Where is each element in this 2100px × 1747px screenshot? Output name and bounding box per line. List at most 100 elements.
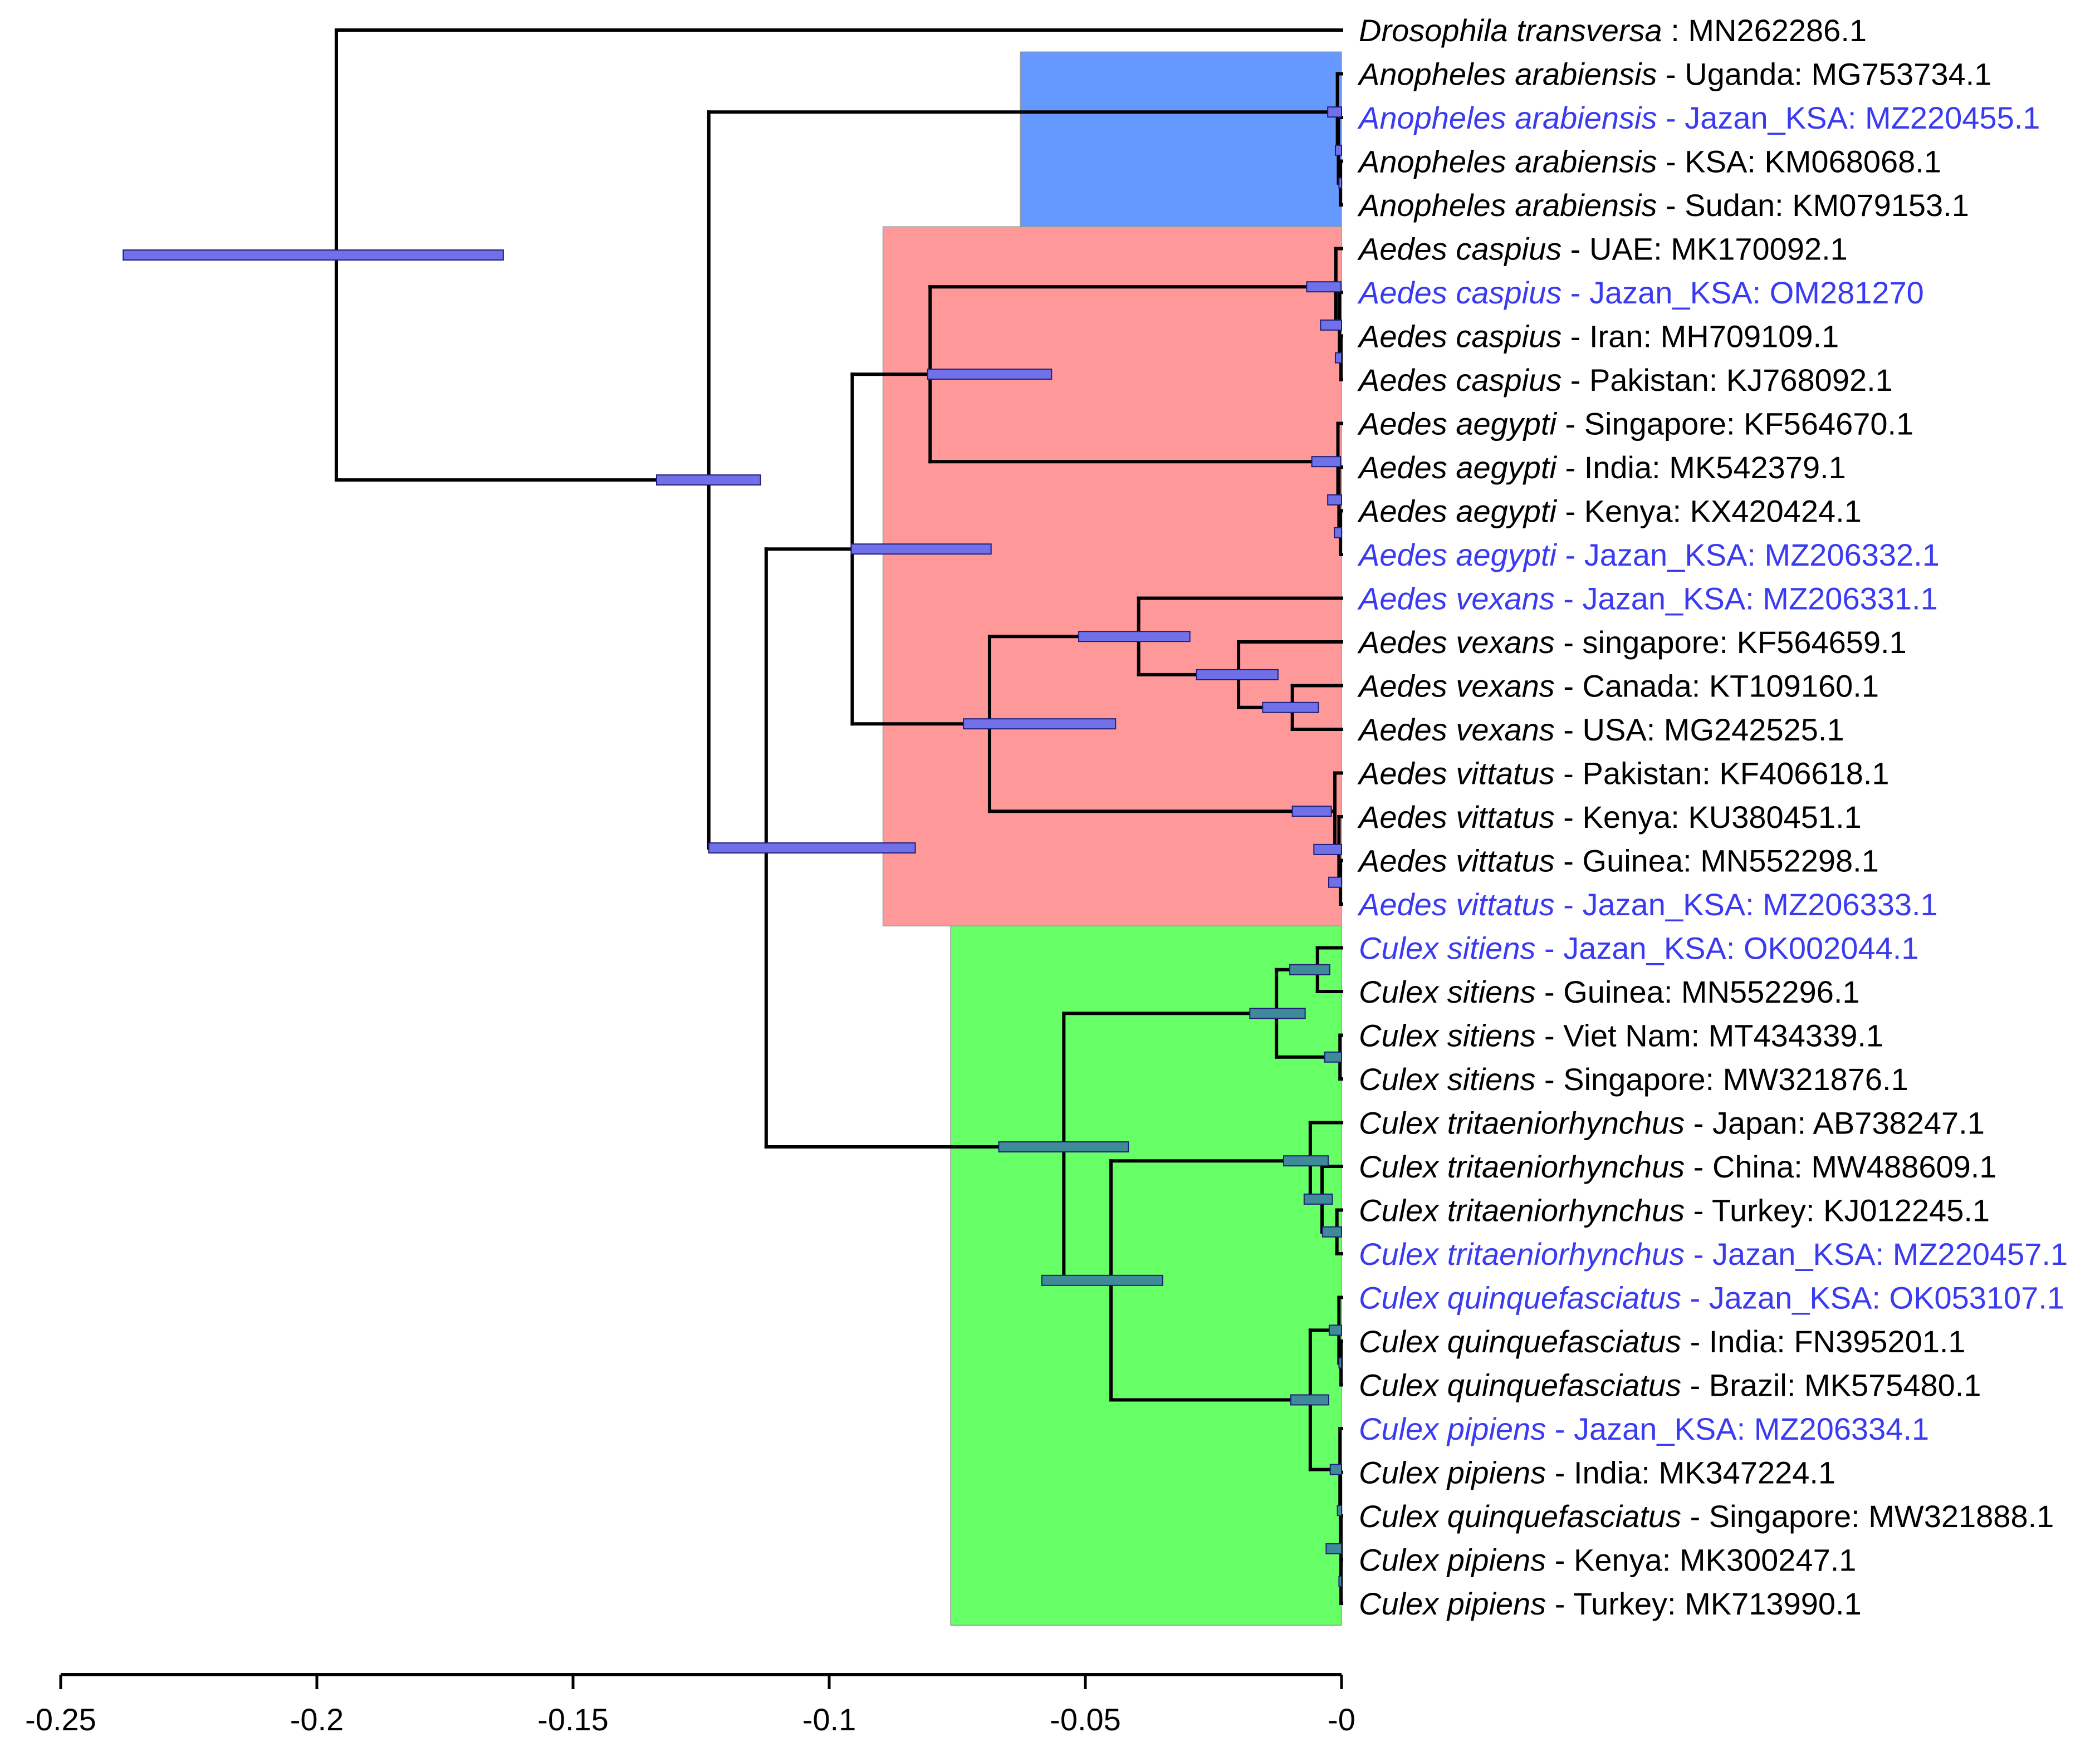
- tip-species: Culex sitiens: [1359, 1018, 1535, 1053]
- tip-label: Aedes vittatus - Jazan_KSA: MZ206333.1: [1357, 887, 1938, 922]
- tip-species: Aedes caspius: [1357, 362, 1561, 398]
- hpd-bar-culicinae: [708, 842, 916, 854]
- tip-detail: - Jazan_KSA: OK002044.1: [1535, 931, 1918, 966]
- tip-detail: - Turkey: MK713990.1: [1546, 1586, 1862, 1621]
- hpd-bar-anoph: [1327, 106, 1342, 118]
- tip-detail: - Pakistan: KF406618.1: [1555, 756, 1889, 791]
- tip-detail: - USA: MG242525.1: [1555, 712, 1844, 747]
- tip-detail: - Canada: KT109160.1: [1555, 669, 1879, 704]
- hpd-bar-q_b2: [1337, 1505, 1342, 1517]
- tip-detail: - Jazan_KSA: OM281270: [1561, 275, 1924, 310]
- tip-species: Culex pipiens: [1359, 1411, 1546, 1446]
- hpd-bar-q_b4: [1338, 1576, 1342, 1587]
- tip-species: Culex quinquefasciatus: [1359, 1499, 1681, 1534]
- tip-detail: - Sudan: KM079153.1: [1657, 188, 1969, 223]
- hpd-bar-sit_b: [1324, 1051, 1342, 1063]
- tip-label: Aedes vittatus - Kenya: KU380451.1: [1357, 799, 1862, 835]
- hpd-bar-trit_b: [1303, 1193, 1333, 1205]
- hpd-bar-q_b: [1329, 1464, 1343, 1475]
- tip-species: Aedes vittatus: [1357, 799, 1555, 835]
- tip-detail: - Viet Nam: MT434339.1: [1535, 1018, 1883, 1053]
- tip-label: Aedes vittatus - Guinea: MN552298.1: [1357, 843, 1879, 879]
- hpd-bar-layer: [123, 106, 1343, 1587]
- tip-detail: - Turkey: KJ012245.1: [1685, 1193, 1990, 1228]
- tip-label: Culex quinquefasciatus - Jazan_KSA: OK05…: [1359, 1280, 2064, 1316]
- tip-species: Culex tritaeniorhynchus: [1359, 1106, 1685, 1141]
- tip-species: Culex pipiens: [1359, 1586, 1546, 1621]
- tip-species: Aedes vittatus: [1357, 843, 1555, 879]
- hpd-bar-vit_b: [1313, 843, 1343, 855]
- tip-detail: - Kenya: MK300247.1: [1546, 1543, 1856, 1578]
- hpd-bar-ingroup: [655, 474, 761, 486]
- hpd-bar-vexans: [1078, 631, 1191, 642]
- hpd-bar-aedes: [850, 543, 992, 555]
- tip-label: Culex tritaeniorhynchus - Jazan_KSA: MZ2…: [1359, 1236, 2068, 1272]
- tip-label: Culex pipiens - Jazan_KSA: MZ206334.1: [1359, 1411, 1929, 1446]
- hpd-bar-casp_aeg: [927, 369, 1053, 380]
- tip-species: Culex sitiens: [1359, 1062, 1535, 1097]
- tip-label: Anopheles arabiensis - KSA: KM068068.1: [1357, 144, 1941, 179]
- tip-label: Culex tritaeniorhynchus - Turkey: KJ0122…: [1359, 1193, 1990, 1228]
- hpd-bar-aeg_b: [1327, 494, 1342, 506]
- axis-tick-label: -0.15: [537, 1702, 609, 1737]
- tip-label: Culex quinquefasciatus - India: FN395201…: [1359, 1324, 1966, 1359]
- tip-label: Aedes aegypti - India: MK542379.1: [1357, 450, 1846, 485]
- tip-species: Aedes vexans: [1357, 581, 1555, 616]
- hpd-bar-q_b3: [1325, 1543, 1342, 1554]
- hpd-bar-q_a: [1328, 1324, 1342, 1336]
- tip-detail: - Kenya: KU380451.1: [1555, 799, 1862, 835]
- tip-label-layer: Drosophila transversa : MN262286.1 Anophe…: [1357, 13, 2068, 1621]
- tip-species: Culex pipiens: [1359, 1455, 1546, 1490]
- tip-species: Culex tritaeniorhynchus: [1359, 1149, 1685, 1184]
- tip-label: Culex sitiens - Singapore: MW321876.1: [1359, 1062, 1908, 1097]
- axis-tick-label: -0.2: [290, 1702, 344, 1737]
- tip-detail: - Jazan_KSA: MZ220455.1: [1657, 100, 2040, 135]
- tip-detail: - India: MK347224.1: [1546, 1455, 1835, 1490]
- tip-detail: - Pakistan: KJ768092.1: [1561, 362, 1893, 398]
- tip-label: Aedes aegypti - Singapore: KF564670.1: [1357, 406, 1913, 441]
- hpd-bar-vit_c: [1328, 876, 1342, 888]
- tip-species: Aedes caspius: [1357, 275, 1561, 310]
- tip-detail: - Guinea: MN552296.1: [1535, 974, 1859, 1009]
- tip-label: Aedes aegypti - Kenya: KX420424.1: [1357, 494, 1862, 529]
- tip-species: Anopheles arabiensis: [1357, 188, 1657, 223]
- tip-label: Drosophila transversa : MN262286.1: [1359, 13, 1867, 48]
- hpd-bar-vex_c: [1262, 701, 1319, 713]
- tip-detail: - India: FN395201.1: [1681, 1324, 1966, 1359]
- tip-species: Culex tritaeniorhynchus: [1359, 1236, 1685, 1272]
- tip-label: Aedes aegypti - Jazan_KSA: MZ206332.1: [1357, 537, 1940, 572]
- tip-detail: - India: MK542379.1: [1556, 450, 1846, 485]
- tip-species: Anopheles arabiensis: [1357, 144, 1657, 179]
- tip-species: Aedes aegypti: [1357, 450, 1557, 485]
- tip-species: Aedes caspius: [1357, 232, 1561, 267]
- tip-label: Aedes vexans - Canada: KT109160.1: [1357, 669, 1879, 704]
- hpd-bar-sit_a: [1289, 964, 1330, 975]
- tip-detail: - Iran: MH709109.1: [1561, 319, 1839, 354]
- tip-detail: - China: MW488609.1: [1685, 1149, 1996, 1184]
- hpd-bar-q_a2: [1338, 1357, 1342, 1369]
- tip-label: Aedes vexans - singapore: KF564659.1: [1357, 625, 1907, 660]
- tip-species: Aedes vexans: [1357, 625, 1555, 660]
- tip-label: Culex sitiens - Viet Nam: MT434339.1: [1359, 1018, 1883, 1053]
- tip-species: Culex sitiens: [1359, 931, 1535, 966]
- hpd-bar-vittatus: [1291, 806, 1332, 817]
- tip-detail: - Uganda: MG753734.1: [1657, 57, 1991, 92]
- tip-species: Anopheles arabiensis: [1357, 100, 1657, 135]
- tip-species: Culex quinquefasciatus: [1359, 1324, 1681, 1359]
- tip-detail: - singapore: KF564659.1: [1555, 625, 1907, 660]
- tip-detail: - Jazan_KSA: MZ206334.1: [1546, 1411, 1929, 1446]
- time-axis: -0.25 -0.2 -0.15 -0.1 -0.05 -0: [25, 1673, 1355, 1737]
- hpd-bar-root: [123, 249, 504, 261]
- clade-box-anopheles: [1020, 51, 1342, 227]
- tip-detail: - Guinea: MN552298.1: [1555, 843, 1879, 879]
- hpd-bar-caspius: [1306, 281, 1342, 293]
- tip-species: Aedes aegypti: [1357, 537, 1557, 572]
- tip-detail: - KSA: KM068068.1: [1657, 144, 1941, 179]
- tip-detail: - Jazan_KSA: MZ206331.1: [1555, 581, 1938, 616]
- axis-tick-label: -0.05: [1050, 1702, 1121, 1737]
- hpd-bar-an_c: [1338, 177, 1342, 189]
- hpd-bar-vex_vit: [963, 718, 1117, 730]
- tip-detail: - Singapore: MW321876.1: [1535, 1062, 1908, 1097]
- tip-label: Aedes vexans - USA: MG242525.1: [1357, 712, 1844, 747]
